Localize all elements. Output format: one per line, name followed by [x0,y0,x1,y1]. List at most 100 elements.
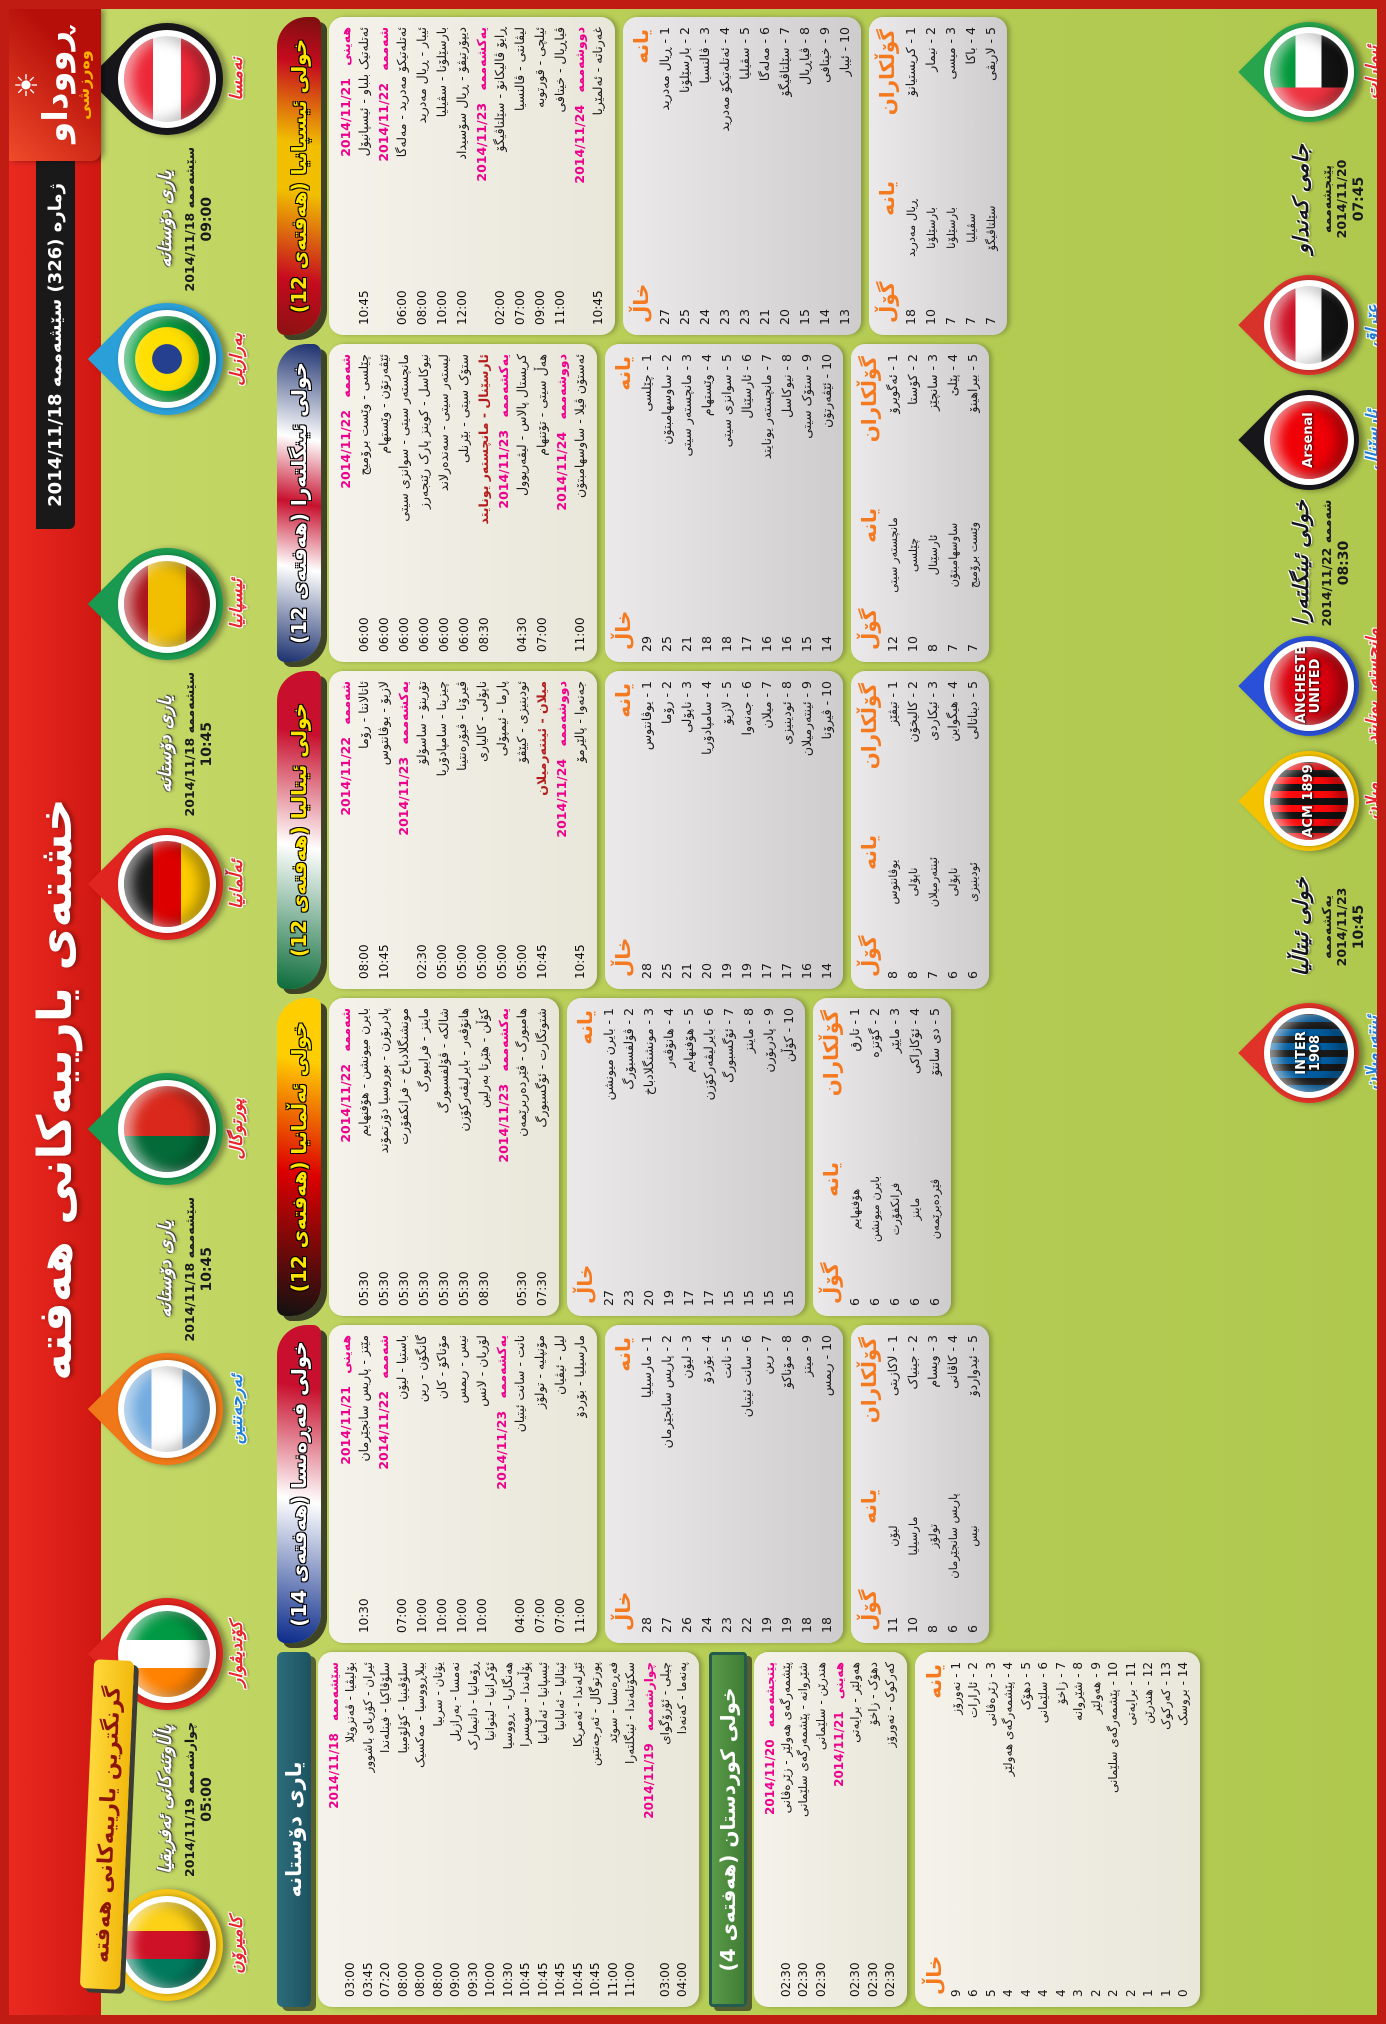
match-rows: نانت - سانت ئیتیان 04:00 مۆنپلیە - تولۆز… [510,1335,590,1633]
match-row: لۆریان - لانس 10:00 [472,1335,492,1633]
match-time: 06:00 [437,617,451,652]
team-name: دهۆک [1018,1681,1033,1711]
featured-info: جامی کەنداو پێنجشەممە 2014/11/20 07:45 [1259,128,1367,270]
scorers-panel: گۆڵکاران یانە گۆڵ تیڤێز یوڤانتوس [851,671,989,989]
scorer-name: ئۆکازاکی [907,1028,922,1074]
team-points: 25 [659,963,674,979]
match-time: 10:00 [483,1962,497,1997]
date: 2014/11/21 [338,78,353,157]
club-column-header: یانە [921,1664,946,1699]
standings-table: چێلسی 29 ساوسهامبتۆن 25 [637,354,837,652]
scorer-row: ئیدواردۆ نیس 6 [963,1335,983,1633]
match-row: بایرن میونشن - هۆفنهایم 05:30 [354,1008,374,1306]
club-column-header: یانە [857,508,881,543]
match-row: پۆڵەندا - سویسرا 10:45 [517,1662,535,1997]
team-name: ڕیال مەدرید [657,47,672,111]
match-row: شتوتگارت - ئۆگسبورگ 07:30 [532,1008,552,1306]
match-rows: هەولێر - برایەتی 02:30 دهۆک - زاخۆ 02:30 [847,1662,900,1997]
match-teams: مێتز - پاریس سانجێرمان [356,1335,371,1462]
scorers-column-header: گۆڵکاران [857,1337,881,1424]
standings-header: یانە خاڵ [629,27,655,325]
match-row: ئیسپانیا - ئەڵمانیا 10:45 [535,1662,553,1997]
standings-row: ساوسهامبتۆن 25 [657,354,677,652]
match-teams: پەنەما - کەنەدا [675,1662,689,1735]
team-name: مونشنگلادباخ [641,1028,656,1096]
scorer-club: بارسێلۆنا [924,207,938,249]
match-rows: کریستال پالاس - لیڤەرپوول 04:30 هەڵ سیتی… [512,354,552,652]
match-time: 05:00 [515,944,529,979]
team-name: نیوکاسل [779,374,794,418]
match-row: هەنگاریا - ڕووسیا 10:30 [500,1662,518,1997]
match-time: 07:30 [535,1271,549,1306]
away-team: عێراق [1238,254,1383,397]
scorer-row: بیراهینۆ وێست برۆمیج 7 [963,354,983,652]
date: 2014/11/23 [396,756,411,836]
team-points: 23 [717,309,732,325]
league-title: خولی فەڕەنسا (هەفتەی 14) [287,1341,311,1627]
away-team-label: ئەرجەنتین [227,1374,247,1445]
scorer-goals: 10 [905,1617,920,1633]
match-teams: مۆناکۆ - کان [434,1335,449,1400]
league-title: خولی ئەڵمانیا (هەفتەی 12) [287,1021,311,1293]
match-time: 05:00 [199,1777,215,1822]
match-row: هەولێر - برایەتی 02:30 [847,1662,865,1997]
standings-row: رۆما 25 [657,681,677,979]
scorer-name: ویسام [925,1355,940,1388]
standings-row: ناپۆلی 21 [677,681,697,979]
match-row: ئێرلەندا - ئەمریکا 10:45 [570,1662,588,1997]
league-column: خولی ئیتالیا (هەفتەی 12) شەممە 2014/11/2… [277,671,1383,989]
team-points: 13 [837,309,852,325]
match-row: لیل - ئیڤیان 07:00 [550,1335,570,1633]
league-columns: خولی ئیسپانیا (هەفتەی 12) هەینی 2014/11/… [277,17,1383,2007]
date: 2014/11/20 [762,1739,777,1815]
team-name: سلێمانی [1036,1681,1050,1724]
match-teams: ئیسپانیا - ئەڵمانیا [535,1662,550,1745]
match-row: جەنەوا - پالێرمۆ 10:45 [570,681,590,979]
match-row: ئۆکرانیا - لیتوانیا 10:00 [482,1662,500,1997]
team-name: میتز [799,1355,814,1377]
crest-teardrop: MANCHESTER UNITED [1238,615,1380,757]
league-title: خولی ئیتالیا (هەفتەی 12) [287,703,311,957]
scorers-table: ئەگویرۆ مانچستەر سیتی 12 کۆستا چێلسی 10 [883,354,983,652]
away-team-label: بەرازیل [227,333,247,386]
team-points: 5 [983,1989,998,1997]
match-row: ڤیرۆنا - ڤیۆرەنتینا 05:00 [452,681,472,979]
team-name: مۆناکۆ [779,1355,794,1389]
match-time: 09:00 [199,196,215,242]
scorer-club: ماینز [908,1197,922,1221]
date: 2014/11/23 [496,429,511,509]
match-row: پارما - ئیمپۆلی 05:00 [492,681,512,979]
club-column-header: یانە [629,29,653,64]
scorer-name: باکا [963,47,978,65]
match-time: 07:00 [533,1598,547,1633]
team-points: 22 [739,1617,754,1633]
match-rows: چیلی - ئۆرۆگوای 03:00 پەنەما - کەنەدا 04… [657,1662,692,1997]
standings-row: سوانزی سیتی 18 [717,354,737,652]
match-day-header: شەممە 2014/11/22 [374,1335,392,1633]
scorer-row: گۆتزە بایرن میونشن 6 [865,1008,885,1306]
team-name: مانچستەر سیتی [679,374,694,457]
friendlies-panel: سێشەممە 2014/11/18 بۆلیڤیا - ڤەنزوێلا 03… [318,1652,699,2007]
scorers-header: گۆڵکاران یانە گۆڵ [857,681,883,979]
match-day-header: دووشەممە 2014/11/24 [552,681,570,979]
match-date: سێشەممە 2014/11/18 [182,147,197,291]
match-time: 06:00 [457,617,471,652]
scorer-club: بایرن میونشن [868,1175,882,1243]
match-day-group: یەکشەممە 2014/11/23 نانت - سانت ئیتیان [492,1335,590,1633]
match-time: 08:00 [430,1962,445,1997]
weekday: یەکشەممە [396,681,411,745]
scorer-club: سێلتاڤیگۆ [984,205,998,251]
match-row: هانۆڤەر - بایرلیڤەرکۆزن 05:30 [454,1008,474,1306]
match-teams: لیڤانتی - ڤالنسیا [512,27,527,111]
team-points: 15 [799,636,814,652]
match-day-header: سێشەممە 2014/11/18 [325,1662,342,1997]
standings-row: زێرەڤانی 5 [983,1662,1001,1997]
team-name: ڤیرۆنا [819,709,834,740]
league-banner: خولی فەڕەنسا (هەفتەی 14) [277,1325,321,1643]
standings-row: ئۆگسبورگ 15 [719,1008,739,1306]
match-day-group: شەممە 2014/11/22 بایرن میونشن - هۆفنهایم [336,1008,494,1306]
standings-row: بایرلیڤەرکۆزن 17 [699,1008,719,1306]
match-teams: لیستەر سیتی - سەندەرلاند [436,354,451,492]
team-points: 27 [657,309,672,325]
